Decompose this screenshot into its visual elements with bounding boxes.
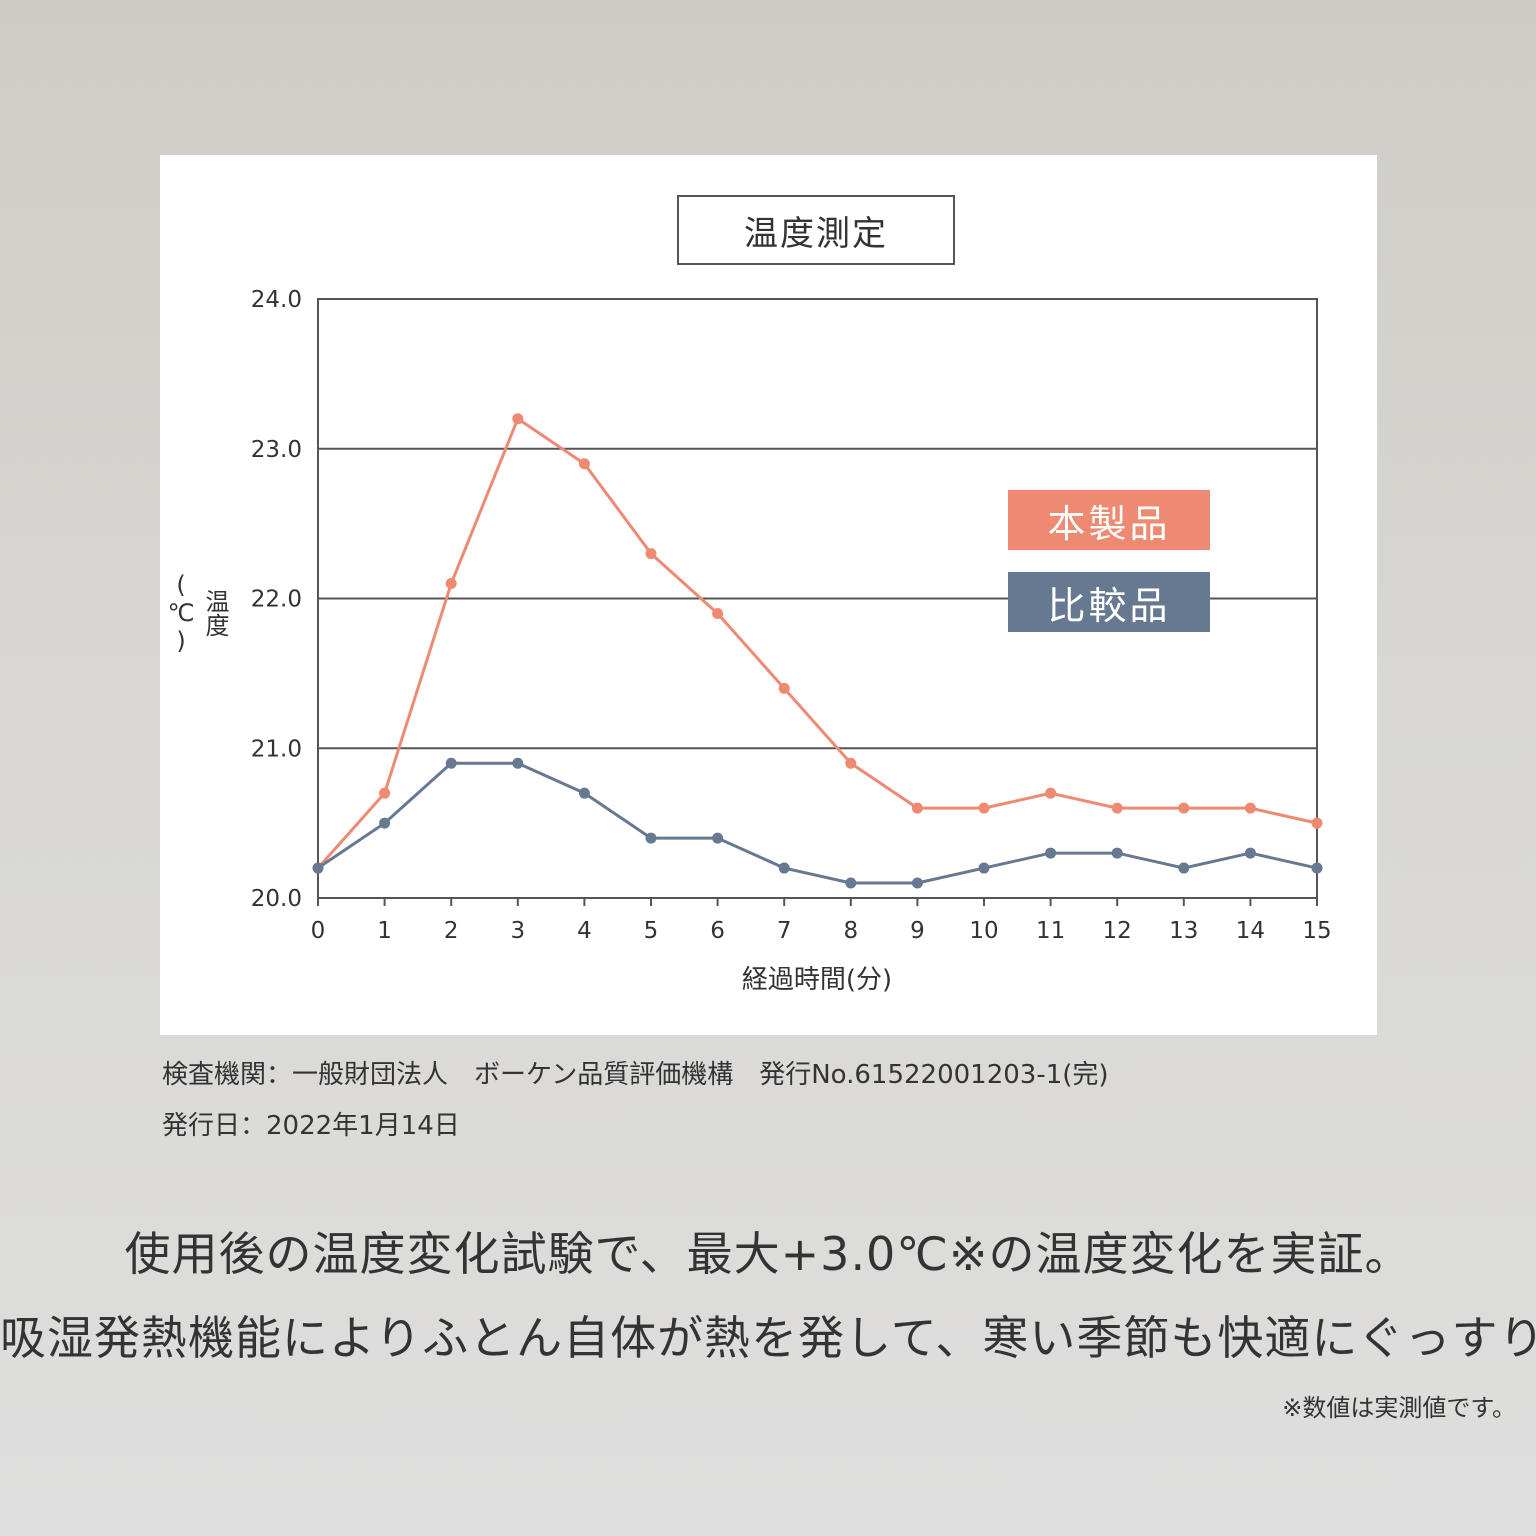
data-point-product: [645, 548, 657, 560]
data-point-product: [911, 802, 923, 814]
data-point-product: [1111, 802, 1123, 814]
data-point-comparison: [1111, 847, 1123, 859]
y-tick-label: 21.0: [251, 736, 302, 762]
data-point-product: [578, 458, 590, 470]
data-point-product: [1311, 817, 1323, 829]
x-tick-label: 10: [969, 918, 998, 944]
x-tick-label: 11: [1036, 918, 1065, 944]
x-tick-label: 1: [377, 918, 392, 944]
data-point-product: [712, 607, 724, 619]
chart-title: 温度測定: [677, 195, 955, 265]
x-tick-label: 14: [1236, 918, 1265, 944]
source-line-1: 検査機関：一般財団法人 ボーケン品質評価機構 発行No.61522001203-…: [162, 1060, 1109, 1090]
y-tick-label: 24.0: [251, 287, 302, 313]
data-point-product: [978, 802, 990, 814]
x-tick-label: 2: [444, 918, 459, 944]
x-tick-label: 6: [710, 918, 725, 944]
data-point-product: [778, 682, 790, 694]
y-tick-label: 23.0: [251, 437, 302, 463]
footnote: ※数値は実測値です。: [1282, 1394, 1516, 1422]
data-point-comparison: [978, 862, 990, 874]
data-point-comparison: [845, 877, 857, 889]
x-tick-label: 8: [843, 918, 858, 944]
data-point-comparison: [712, 832, 724, 844]
data-point-comparison: [445, 757, 457, 769]
data-point-comparison: [1244, 847, 1256, 859]
x-tick-label: 12: [1103, 918, 1132, 944]
data-point-comparison: [512, 757, 524, 769]
source-line-2: 発行日：2022年1月14日: [162, 1111, 460, 1141]
data-point-product: [1178, 802, 1190, 814]
x-axis-label: 経過時間(分): [741, 965, 893, 995]
temperature-chart: 20.021.022.023.024.00 1 2 3 4 5 6 7 8 9 10 11 12 13 14…: [251, 287, 1332, 944]
data-point-product: [845, 757, 857, 769]
headline-line-2: 吸湿発熱機能によりふとん自体が熱を発して、寒い季節も快適にぐっすり。: [0, 1311, 1536, 1365]
x-tick-label: 4: [577, 918, 592, 944]
data-point-comparison: [778, 862, 790, 874]
x-tick-label: 5: [644, 918, 659, 944]
data-point-product: [512, 413, 524, 425]
data-point-product: [445, 578, 457, 590]
data-point-comparison: [645, 832, 657, 844]
data-point-comparison: [1045, 847, 1057, 859]
headline-line-1: 使用後の温度変化試験で、最大+3.0℃※の温度変化を実証。: [124, 1227, 1412, 1281]
data-point-comparison: [1178, 862, 1190, 874]
data-point-comparison: [578, 787, 590, 799]
legend-product: 本製品: [1008, 490, 1210, 550]
y-tick-label: 22.0: [251, 587, 302, 613]
x-tick-label: 7: [777, 918, 792, 944]
data-point-product: [1244, 802, 1256, 814]
x-tick-label: 15: [1302, 918, 1331, 944]
x-tick-label: 3: [510, 918, 525, 944]
data-point-comparison: [1311, 862, 1323, 874]
data-point-product: [1045, 787, 1057, 799]
x-tick-label: 9: [910, 918, 925, 944]
chart-panel: 20.0 21.0 22.0 23.0 24.0 0 1 2 3 4 5 6 7 8 9 10 11 12 13 14…: [160, 155, 1377, 1035]
y-axis-label: 温度(℃): [167, 570, 229, 655]
series-line-comparison: [317, 761, 1318, 885]
data-point-comparison: [911, 877, 923, 889]
data-point-comparison: [312, 862, 324, 874]
x-tick-label: 0: [311, 918, 326, 944]
x-tick-label: 13: [1169, 918, 1198, 944]
data-point-comparison: [379, 817, 391, 829]
series-line-product: [316, 417, 1318, 870]
legend-comparison: 比較品: [1008, 572, 1210, 632]
data-point-product: [379, 787, 391, 799]
y-tick-label: 20.0: [251, 886, 302, 912]
